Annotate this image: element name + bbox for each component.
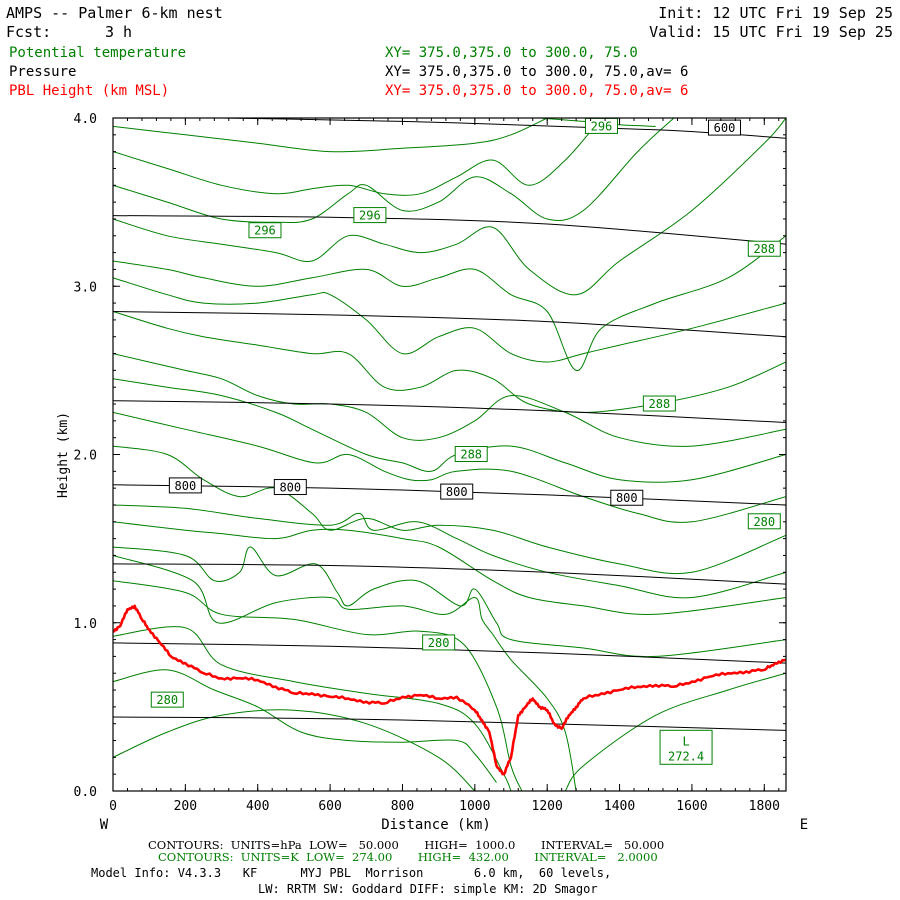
theta-contour-line [113,353,786,447]
theta-contour-label-box [150,691,184,708]
low-marker-value: 272.4 [668,749,704,763]
pressure-contour-line [113,563,786,585]
x-tick-label: 1400 [604,799,635,814]
theta-contour-line [113,445,786,575]
footer-model-info: Model Info: V4.3.3 KF MYJ PBL Morrison 6… [91,866,611,880]
theta-contour-line [113,118,548,153]
theta-contour-label-box [422,634,456,651]
theta-contour-label: 288 [753,242,775,256]
pressure-contour-label: 800 [616,491,638,505]
theta-contour-line [113,118,786,296]
x-end-label-west: W [100,817,109,833]
pressure-contour-line [113,311,786,338]
theta-contour-label-box [353,207,387,224]
contour-labels: 280 280 280 288 288 288 296 296 296 600 800 800 800 8… [150,117,781,765]
theta-contour-line [113,546,786,658]
pressure-contour-line [113,716,786,731]
field-pressure-name: Pressure [9,64,76,80]
theta-contour-line [113,669,497,783]
theta-contour-line [113,311,786,413]
theta-contour-label-box [747,240,781,257]
theta-contour-label: 296 [359,209,381,223]
theta-contour-label: 280 [753,515,775,529]
x-tick-label: 400 [246,799,269,814]
fcst-label: Fcst: [6,23,51,41]
pressure-contour-line [113,400,786,423]
theta-contour-line [113,555,577,791]
pressure-contour-label-box [168,477,202,494]
y-tick-label: 4.0 [74,112,97,127]
low-marker-letter: L [682,734,689,748]
theta-contour-line [113,580,523,791]
y-tick-label: 2.0 [74,449,97,464]
init-time: Init: 12 UTC Fri 19 Sep 25 [658,4,893,22]
theta-contour-label: 296 [254,224,276,238]
theta-contour-line [113,118,602,196]
x-tick-label: 1600 [676,799,707,814]
pbl-height-line [113,604,786,776]
field-pbl-name: PBL Height (km MSL) [9,83,169,99]
theta-contour-label: 280 [156,693,178,707]
theta-contour-label: 288 [460,448,482,462]
field-pressure-xy: XY= 375.0,375.0 to 300.0, 75.0,av= 6 [385,64,688,80]
x-tick-label: 1000 [459,799,490,814]
theta-contour-label-box [248,222,282,239]
theta-contour-label: 280 [428,636,450,650]
x-tick-label: 1200 [532,799,563,814]
x-tick-label: 600 [318,799,341,814]
y-tick-label: 3.0 [74,280,97,295]
footer-contours-theta: CONTOURS: UNITS=K LOW= 274.00 HIGH= 432.… [158,850,658,864]
theta-contour-line [113,277,786,363]
pressure-contour-label: 600 [714,121,736,135]
theta-contour-label-box [642,395,676,412]
y-axis-title: Height (km) [56,412,71,498]
theta-contour-label-box [454,446,488,462]
x-axis-title: Distance (km) [381,817,491,833]
theta-contour-label: 296 [591,119,613,133]
theta-contours [113,118,786,791]
x-tick-label: 200 [174,799,197,814]
pressure-contour-label: 800 [175,479,197,493]
x-tick-label: 1800 [749,799,780,814]
pressure-contour-label-box [273,479,307,496]
valid-time: Valid: 15 UTC Fri 19 Sep 25 [649,23,893,41]
theta-contour-line [113,118,675,223]
model-title: AMPS -- Palmer 6-km nest [6,4,223,22]
theta-contour-line [113,504,786,599]
footer-contours-pressure: CONTOURS: UNITS=hPa LOW= 50.000 HIGH= 10… [148,838,664,852]
pressure-contour-label: 800 [446,485,468,499]
theta-contour-label: 288 [649,397,671,411]
footer-model-info-2: LW: RRTM SW: Goddard DIFF: simple KM: 2D… [258,882,598,896]
theta-contour-line [113,378,786,483]
theta-contour-line [564,672,786,791]
pressure-contour-label-box [707,119,741,136]
field-theta-xy: XY= 375.0,375.0 to 300.0, 75.0 [385,45,638,61]
pressure-contour-line [113,215,786,245]
field-theta-name: Potential temperature [9,45,186,61]
theta-contour-line [113,411,786,523]
theta-contour-line [113,235,786,371]
fcst-value: 3 h [105,23,132,41]
pressure-contour-label-box [610,489,644,506]
pressure-contour-label: 800 [279,481,301,495]
x-end-label-east: E [800,817,808,833]
x-tick-label: 800 [391,799,414,814]
theta-contour-label-box [747,513,781,530]
pbl-series [113,604,786,776]
theta-contour-line [113,521,786,615]
pressure-contour-label-box [440,483,474,500]
y-tick-label: 0.0 [74,785,97,800]
y-tick-label: 1.0 [74,617,97,632]
low-marker-box [659,729,713,765]
axes: 0.0 1.0 2.0 3.0 4.0 0 200 400 600 800 1000 1200 1400… [74,112,786,814]
theta-contour-line [113,709,476,791]
x-tick-label: 0 [109,799,117,814]
field-pbl-xy: XY= 375.0,375.0 to 300.0, 75.0,av= 6 [385,83,688,99]
